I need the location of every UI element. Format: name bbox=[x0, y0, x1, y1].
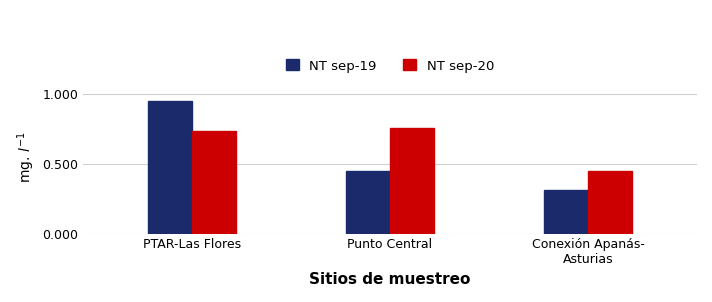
Bar bbox=[588, 171, 632, 233]
Legend: NT sep-19, NT sep-20: NT sep-19, NT sep-20 bbox=[286, 59, 494, 72]
Bar bbox=[545, 191, 588, 233]
Bar bbox=[347, 171, 390, 233]
Bar bbox=[192, 130, 236, 233]
X-axis label: Sitios de muestreo: Sitios de muestreo bbox=[309, 272, 471, 287]
Bar bbox=[390, 128, 434, 233]
Y-axis label: mg. $l^{-1}$: mg. $l^{-1}$ bbox=[15, 131, 36, 183]
Bar bbox=[148, 101, 192, 233]
